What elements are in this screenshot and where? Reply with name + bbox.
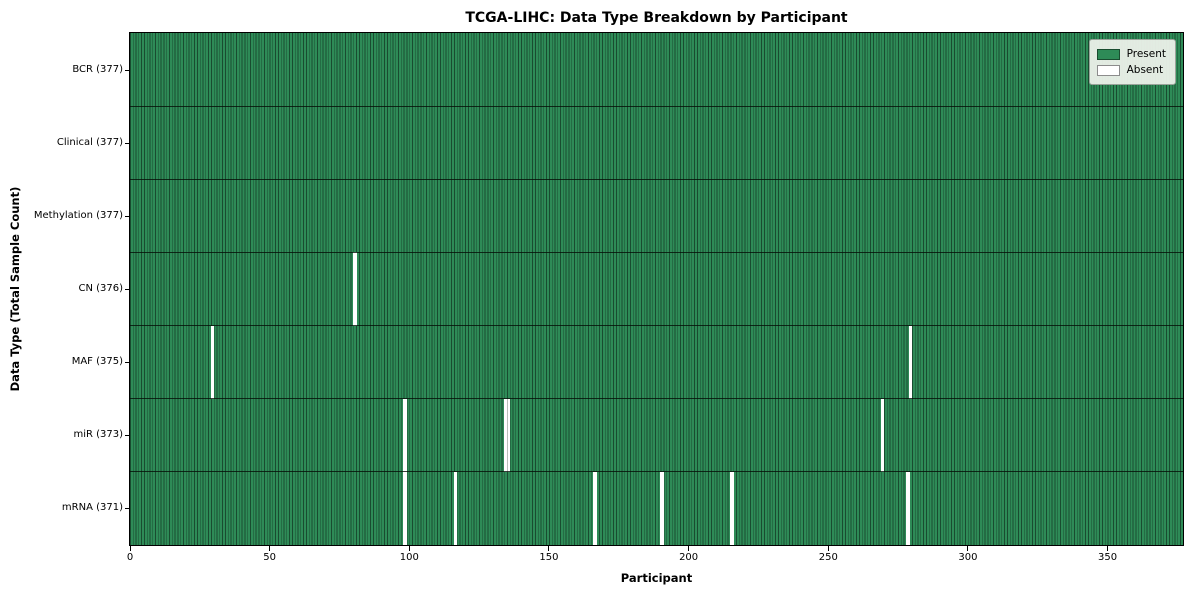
absent-cell-miR-98	[403, 398, 407, 472]
absent-cell-miR-135	[506, 398, 511, 472]
x-tick-label-50: 50	[263, 552, 276, 563]
x-tick-mark	[129, 546, 131, 551]
x-tick-label-200: 200	[679, 552, 699, 563]
row-separator	[130, 398, 1183, 400]
plot-area	[129, 32, 1184, 546]
legend-item-absent: Absent	[1096, 62, 1166, 78]
absent-cell-mRNA-190	[660, 471, 664, 545]
y-tick-label-mRNA: mRNA (371)	[61, 502, 123, 514]
absent-cell-mRNA-278	[906, 471, 910, 545]
absent-swatch-icon	[1096, 64, 1120, 76]
x-tick-label-100: 100	[399, 552, 419, 563]
x-tick-label-250: 250	[818, 552, 838, 563]
row-separator	[130, 471, 1183, 473]
y-tick-label-Methylation: Methylation (377)	[33, 209, 123, 221]
x-tick-mark	[967, 546, 969, 551]
y-tick-mark	[125, 435, 130, 437]
absent-cell-mRNA-166	[593, 471, 597, 545]
x-tick-label-0: 0	[126, 552, 134, 563]
y-tick-mark	[125, 142, 130, 144]
y-tick-mark	[125, 215, 130, 217]
x-tick-mark	[688, 546, 690, 551]
x-axis-title: Participant	[620, 571, 693, 585]
absent-cell-divider	[506, 398, 508, 472]
legend-label-absent: Absent	[1126, 64, 1164, 76]
y-tick-mark	[125, 69, 130, 71]
y-tick-label-BCR: BCR (377)	[72, 63, 123, 75]
y-tick-label-miR: miR (373)	[73, 429, 123, 441]
row-separator	[130, 105, 1183, 107]
x-tick-label-300: 300	[958, 552, 978, 563]
absent-cell-miR-269	[881, 398, 885, 472]
legend: Present Absent	[1088, 39, 1176, 85]
present-swatch-icon	[1096, 48, 1120, 60]
legend-label-present: Present	[1126, 48, 1166, 60]
y-tick-label-MAF: MAF (375)	[71, 356, 123, 368]
y-tick-label-Clinical: Clinical (377)	[56, 136, 123, 148]
x-tick-mark	[548, 546, 550, 551]
x-tick-label-350: 350	[1098, 552, 1118, 563]
x-tick-mark	[408, 546, 410, 551]
legend-item-present: Present	[1096, 46, 1166, 62]
x-tick-mark	[827, 546, 829, 551]
row-separator	[130, 178, 1183, 180]
absent-cell-mRNA-98	[403, 471, 407, 545]
chart-title: TCGA-LIHC: Data Type Breakdown by Partic…	[465, 10, 848, 26]
row-separator	[130, 251, 1183, 254]
y-tick-label-CN: CN (376)	[78, 283, 123, 294]
row-separator	[130, 324, 1183, 327]
absent-cell-mRNA-116	[453, 471, 458, 545]
absent-cell-CN-80	[353, 252, 357, 326]
x-tick-mark	[269, 546, 271, 551]
y-tick-mark	[125, 362, 130, 364]
x-tick-mark	[1107, 546, 1109, 551]
y-tick-mark	[125, 508, 130, 510]
x-tick-label-150: 150	[539, 552, 559, 563]
absent-cell-MAF-29	[210, 325, 215, 399]
absent-cell-MAF-279	[908, 325, 913, 399]
y-tick-mark	[125, 289, 130, 290]
absent-cell-mRNA-215	[730, 471, 734, 545]
absent-cell-miR-134	[503, 398, 508, 472]
